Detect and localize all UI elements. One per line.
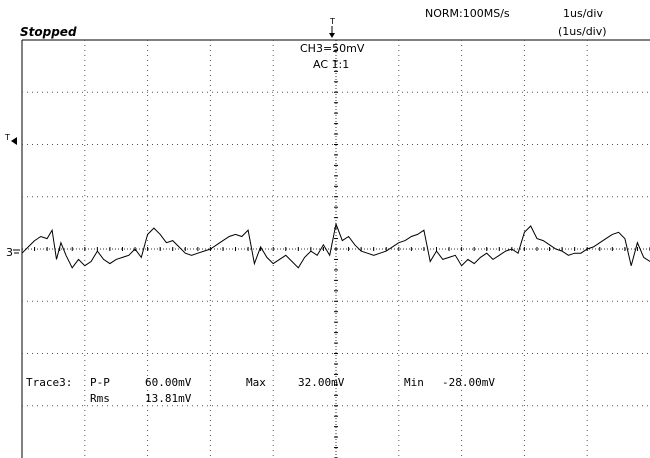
waveform-trace [21,222,650,269]
trigger-level-marker: T [4,133,17,145]
svg-text:T: T [4,133,10,142]
svg-text:3: 3 [6,246,13,259]
channel-coupling-label: AC 1:1 [313,58,349,71]
waveform-line [21,222,650,269]
timebase-paren-label: (1us/div) [558,25,607,38]
status-label: Stopped [20,25,77,39]
timebase-label: 1us/div [563,7,603,20]
mode-rate-label: NORM:100MS/s [425,7,510,20]
max-value: 32.00mV [298,376,345,389]
rms-value: 13.81mV [145,392,192,405]
min-label: Min [404,376,424,389]
trace-label: Trace3: [26,376,72,389]
channel-scale-label: CH3=50mV [300,42,365,55]
svg-text:T: T [329,17,335,26]
trigger-position-marker: T [329,17,335,38]
rms-label: Rms [90,392,110,405]
channel-ground-marker: 3 [6,246,20,259]
min-value: -28.00mV [442,376,495,389]
pp-label: P-P [90,376,110,389]
max-label: Max [246,376,266,389]
measurement-panel: Trace3: P-P 60.00mV Max 32.00mV Min -28.… [26,376,495,405]
pp-value: 60.00mV [145,376,192,389]
